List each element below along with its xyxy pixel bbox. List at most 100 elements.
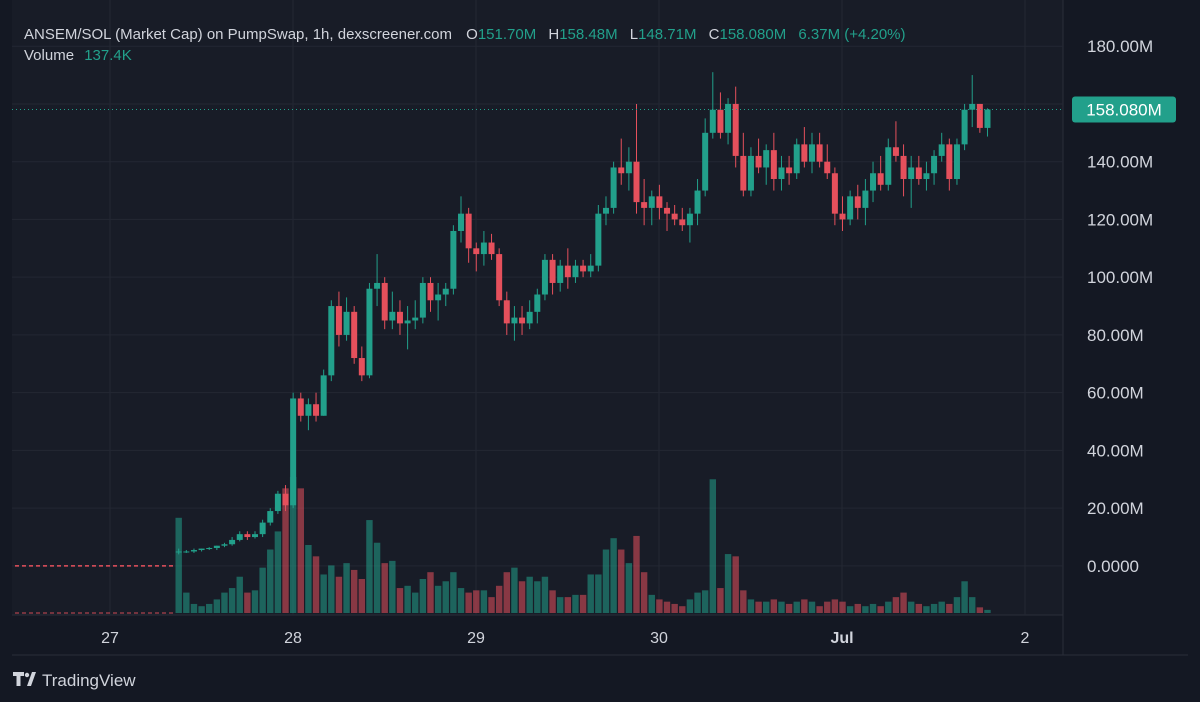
volume-bar: [633, 535, 640, 613]
candle-body: [938, 144, 945, 156]
candle-body: [984, 109, 991, 128]
volume-value: 137.4K: [84, 47, 132, 64]
candle-body: [618, 167, 625, 174]
candle-body: [801, 144, 808, 162]
volume-bar: [953, 597, 961, 613]
l-key: L: [630, 26, 638, 43]
volume-bar: [282, 488, 289, 613]
candle-body: [381, 282, 388, 321]
volume-bar: [358, 579, 366, 613]
chart-title: ANSEM/SOL (Market Cap) on PumpSwap, 1h, …: [24, 26, 906, 43]
x-tick-label: Jul: [830, 630, 853, 647]
candle-body: [259, 522, 266, 535]
candle-body: [496, 254, 503, 301]
volume-bar: [389, 560, 396, 613]
candle-body: [374, 282, 381, 289]
volume-bar: [373, 542, 381, 613]
labels: 180.00M160.00M140.00M120.00M100.00M80.00…: [101, 37, 1176, 647]
candle-body: [953, 144, 960, 180]
volume-bar: [671, 603, 678, 613]
h-value: 158.48M: [559, 26, 617, 43]
candle-body: [549, 259, 556, 283]
volume-bar: [694, 592, 701, 613]
volume-bar: [885, 601, 892, 613]
volume-bar: [206, 603, 213, 613]
candle-body: [602, 207, 609, 214]
volume-bar: [930, 603, 938, 613]
volume-bar: [343, 563, 350, 613]
x-tick-label: 30: [650, 630, 668, 647]
marks: [12, 72, 1063, 614]
volume-bar: [412, 592, 419, 613]
volume-bar: [198, 606, 205, 613]
candle-body: [572, 265, 579, 278]
candle-body: [931, 155, 938, 174]
candle-body: [946, 144, 953, 180]
volume-bar: [984, 609, 991, 613]
candle-body: [252, 534, 258, 538]
volume-bar: [175, 517, 182, 613]
y-tick-label: 140.00M: [1087, 153, 1153, 172]
candle-body: [671, 213, 678, 220]
candle-body: [793, 144, 800, 174]
candle-body: [900, 155, 907, 180]
y-tick-label: 100.00M: [1087, 268, 1153, 287]
candle-body: [862, 190, 869, 208]
candle-body: [824, 161, 831, 174]
candle-body: [885, 147, 892, 185]
volume-bar: [724, 554, 732, 613]
y-tick-label: 180.00M: [1087, 37, 1153, 56]
y-tick-label: 0.0000: [1087, 557, 1139, 576]
volume-bar: [419, 579, 427, 613]
candle-body: [961, 109, 968, 145]
volume-bar: [511, 567, 518, 613]
volume-bar: [701, 590, 709, 613]
volume-bar: [450, 572, 457, 613]
volume-bar: [618, 549, 625, 613]
candle-body: [190, 550, 197, 552]
volume-bar: [961, 581, 968, 613]
volume-bar: [862, 606, 869, 613]
volume-bar: [534, 581, 541, 613]
volume-bar: [549, 590, 556, 613]
volume-bar: [946, 603, 953, 613]
candle-body: [450, 230, 457, 289]
volume-bar: [640, 572, 648, 613]
volume-bar: [190, 603, 198, 613]
candle-body: [839, 213, 846, 220]
candle-body: [358, 358, 365, 376]
volume-label: Volume: [24, 47, 74, 64]
y-tick-label: 120.00M: [1087, 210, 1153, 229]
candle-body: [488, 242, 495, 255]
candle-body: [427, 282, 434, 301]
volume-bar: [717, 588, 724, 613]
volume-bar: [793, 601, 800, 613]
candle-body: [747, 155, 754, 191]
volume-bar: [289, 477, 297, 613]
volume-bar: [686, 599, 694, 613]
volume-bar: [824, 601, 831, 613]
volume-bar: [747, 599, 755, 613]
x-tick-label: 28: [284, 630, 302, 647]
volume-bar: [236, 576, 243, 613]
volume-bar: [267, 549, 274, 613]
volume-bar: [427, 572, 434, 613]
last-price-label: 158.080M: [1086, 100, 1162, 119]
volume-bar: [259, 567, 266, 613]
candle-body: [335, 306, 342, 335]
candle-body: [534, 294, 541, 312]
volume-bar: [969, 597, 976, 613]
c-key: C: [709, 26, 720, 43]
candle-body: [557, 265, 564, 283]
volume-bar: [740, 590, 747, 613]
candle-body: [305, 404, 312, 416]
volume-bar: [869, 603, 877, 613]
candle-body: [641, 202, 648, 208]
title: ANSEM/SOL (Market Cap) on PumpSwap, 1h, …: [24, 26, 452, 43]
volume-bar: [465, 592, 472, 613]
y-tick-label: 80.00M: [1087, 326, 1144, 345]
candle-body: [343, 311, 350, 335]
candle-body: [366, 288, 373, 376]
volume-bar: [846, 606, 854, 613]
